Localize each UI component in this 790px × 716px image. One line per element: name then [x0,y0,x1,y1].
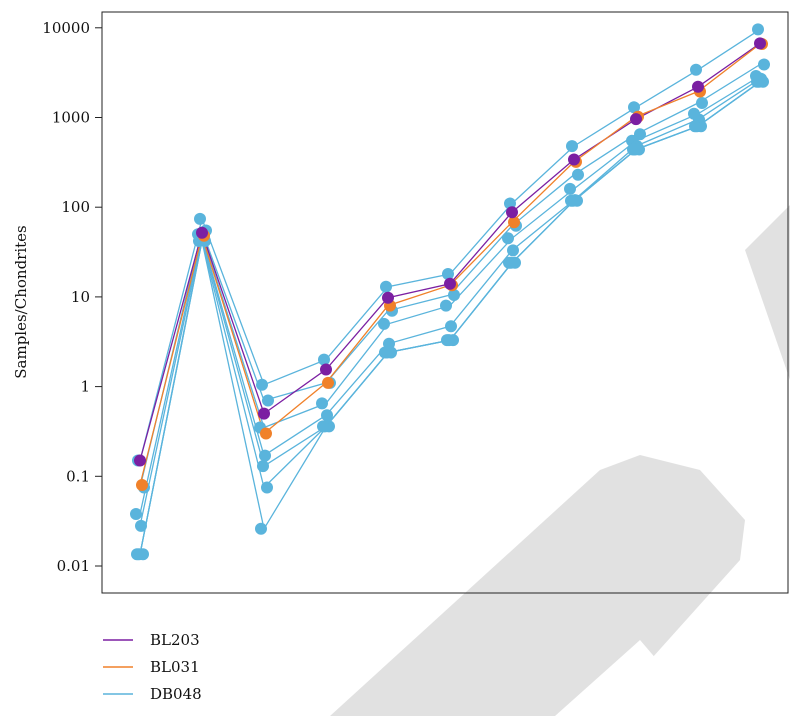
watermark [330,205,790,716]
data-point [380,280,392,293]
data-point [503,256,515,269]
data-point [445,320,457,333]
data-point [379,346,391,359]
legend-label: BL203 [150,631,200,649]
legend-item-db048: DB048 [103,685,202,703]
y-tick-label: 10 [71,288,90,306]
y-axis-title: Samples/Chondrites [12,225,30,378]
series-line-bl031 [139,43,761,486]
y-tick-label: 100 [61,198,90,216]
data-point [378,317,390,330]
data-point [316,397,328,410]
data-point [627,143,639,156]
legend-label: BL031 [150,658,200,676]
series-line-bl203 [139,42,761,461]
plot-area-frame [101,11,789,594]
data-point [258,407,270,420]
data-point [564,182,576,195]
data-point [508,216,520,229]
data-point [255,522,267,535]
y-tick-label: 10000 [42,19,90,37]
data-point [260,427,272,440]
data-point [566,140,578,153]
legend-item-bl031: BL031 [103,658,200,676]
data-point [758,58,770,71]
series-line-db048 [139,28,761,461]
data-point [131,548,143,561]
data-point [630,113,642,126]
data-point [262,394,274,407]
data-point [317,420,329,433]
legend-label: DB048 [150,685,202,703]
y-tick-label: 0.1 [66,467,90,485]
data-point [194,212,206,225]
data-point [689,120,701,133]
legend-item-bl203: BL203 [103,631,200,649]
data-point [506,206,518,219]
y-tick-label: 1 [80,378,90,396]
y-tick-label: 1000 [52,108,90,126]
data-point [690,63,702,76]
data-point [442,268,454,280]
data-point [565,194,577,207]
data-point [261,481,273,494]
data-point [321,409,333,422]
data-point [322,376,334,389]
data-point [754,37,766,50]
data-point [568,153,580,166]
data-point [634,128,646,141]
data-point [320,363,332,376]
data-point [135,519,147,532]
data-point [448,289,460,301]
data-point [696,97,708,109]
data-point [751,75,763,88]
data-point [257,460,269,473]
legend: BL203 BL031 DB048 [103,631,202,703]
data-point [752,23,764,36]
y-axis: 0.01 0.1 1 10 100 1000 10000 [42,19,102,575]
data-point [196,226,208,239]
data-point [502,232,514,245]
data-point [692,80,704,93]
data-point [444,277,456,290]
data-point [318,353,330,366]
series-points [130,23,770,561]
data-point [507,244,519,257]
data-point [259,449,271,462]
data-point [130,508,142,520]
y-tick-label: 0.01 [57,557,90,575]
data-point [134,454,146,467]
data-point [628,101,640,114]
data-point [441,334,453,347]
data-point [572,168,584,181]
data-point [256,378,268,391]
data-point [136,479,148,491]
data-point [440,299,452,312]
data-point [382,291,394,304]
